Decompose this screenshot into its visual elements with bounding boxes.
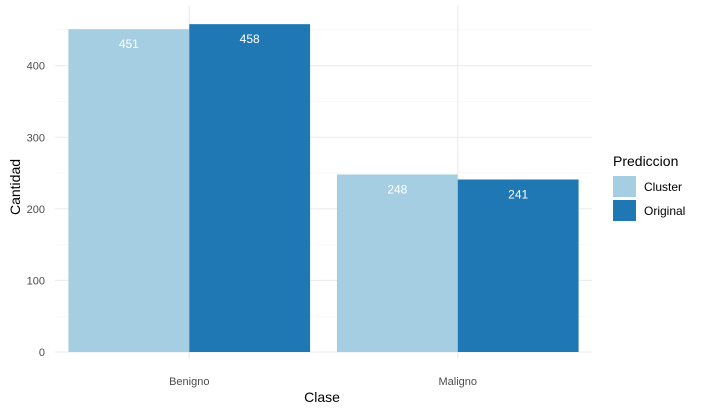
x-tick-label: Maligno (438, 376, 477, 388)
y-axis-ticks: 0 100 200 300 400 (27, 61, 45, 359)
bar-value-label: 241 (508, 187, 528, 201)
y-tick-label: 300 (27, 132, 45, 144)
legend-label: Original (644, 204, 685, 218)
legend: Prediccion Cluster Original (613, 153, 685, 221)
bar (189, 24, 311, 352)
bar-value-label: 458 (240, 32, 260, 46)
legend-title: Prediccion (613, 153, 678, 169)
x-tick-label: Benigno (169, 376, 209, 388)
y-tick-label: 400 (27, 61, 45, 73)
legend-label: Cluster (644, 180, 682, 194)
y-tick-label: 200 (27, 204, 45, 216)
x-axis-title: Clase (304, 389, 340, 405)
legend-key (613, 176, 636, 197)
bar-labels-layer: 451 458 248 241 (119, 32, 529, 201)
bars-layer (68, 24, 579, 353)
bar (457, 179, 579, 352)
legend-key (613, 200, 636, 221)
x-axis-ticks: Benigno Maligno (169, 376, 477, 388)
bar (68, 29, 190, 353)
y-axis-title: Cantidad (7, 159, 23, 215)
legend-items: Cluster Original (613, 176, 685, 221)
bar (336, 174, 458, 352)
y-tick-label: 100 (27, 275, 45, 287)
bar-value-label: 248 (387, 182, 407, 196)
y-tick-label: 0 (39, 347, 45, 359)
bar-value-label: 451 (119, 37, 139, 51)
